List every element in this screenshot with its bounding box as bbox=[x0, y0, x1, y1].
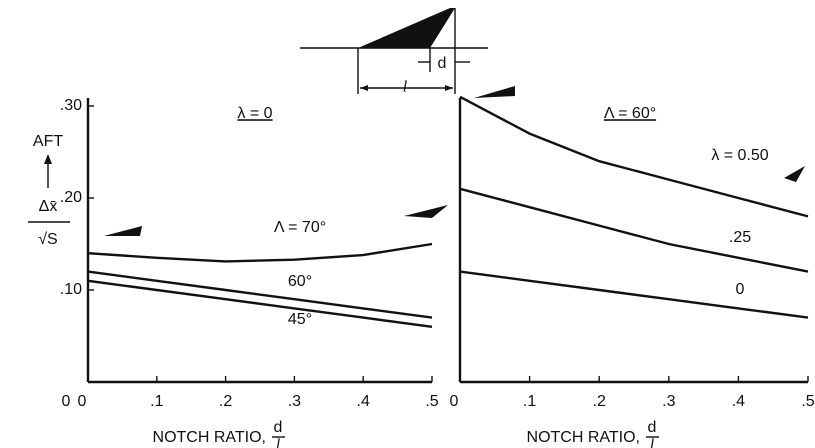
data-line bbox=[459, 95, 809, 218]
x-tick-label: .1 bbox=[523, 393, 536, 410]
wing-icon bbox=[404, 205, 448, 218]
x-axis-label: NOTCH RATIO, bbox=[153, 429, 266, 446]
x-label-fraction: l bbox=[276, 437, 281, 448]
y-tick-label: 0 bbox=[62, 393, 71, 410]
x-tick-label: .1 bbox=[150, 393, 163, 410]
y-tick-label: .10 bbox=[60, 281, 82, 298]
arrow-head bbox=[360, 85, 368, 91]
series-label: 60° bbox=[288, 273, 312, 290]
y-axis-label: Δx̄ bbox=[39, 198, 58, 215]
planform-diagram: d l bbox=[300, 8, 488, 96]
data-line bbox=[87, 279, 433, 328]
x-tick-label: .2 bbox=[219, 393, 232, 410]
panel-title: Λ = 60° bbox=[604, 105, 656, 122]
arrow-head bbox=[44, 154, 52, 164]
diagram-label: d bbox=[438, 55, 447, 72]
data-line bbox=[87, 242, 433, 263]
panel-title: λ = 0 bbox=[237, 105, 272, 122]
x-label-fraction: l bbox=[650, 437, 655, 448]
series-label: λ = 0.50 bbox=[711, 147, 768, 164]
x-tick-label: .2 bbox=[593, 393, 606, 410]
wing-icon bbox=[104, 226, 142, 236]
x-axis-label: NOTCH RATIO, bbox=[527, 429, 640, 446]
wing-shape bbox=[358, 8, 455, 48]
y-axis-label: AFT bbox=[33, 133, 63, 150]
x-tick-label: .4 bbox=[732, 393, 745, 410]
y-tick-label: .30 bbox=[60, 97, 82, 114]
diagram-label: l bbox=[403, 79, 408, 96]
series-label: Λ = 70° bbox=[274, 219, 326, 236]
x-tick-label: .4 bbox=[357, 393, 370, 410]
x-tick-label: 0 bbox=[450, 393, 459, 410]
x-tick-label: .3 bbox=[288, 393, 301, 410]
y-axis-label: √S bbox=[38, 231, 57, 248]
wing-icon bbox=[474, 86, 515, 98]
x-tick-label: .5 bbox=[801, 393, 814, 410]
data-line bbox=[459, 187, 809, 273]
series-label: .25 bbox=[729, 229, 751, 246]
x-label-fraction: d bbox=[274, 419, 283, 436]
x-tick-label: .3 bbox=[662, 393, 675, 410]
data-line bbox=[459, 270, 809, 319]
x-tick-label: .5 bbox=[425, 393, 438, 410]
arrow-head bbox=[445, 85, 453, 91]
x-label-fraction: d bbox=[648, 419, 657, 436]
series-label: 0 bbox=[736, 281, 745, 298]
data-line bbox=[87, 270, 433, 319]
y-tick-label: .20 bbox=[60, 189, 82, 206]
x-tick-label: 0 bbox=[78, 393, 87, 410]
series-label: 45° bbox=[288, 311, 312, 328]
wing-icon bbox=[784, 166, 805, 182]
